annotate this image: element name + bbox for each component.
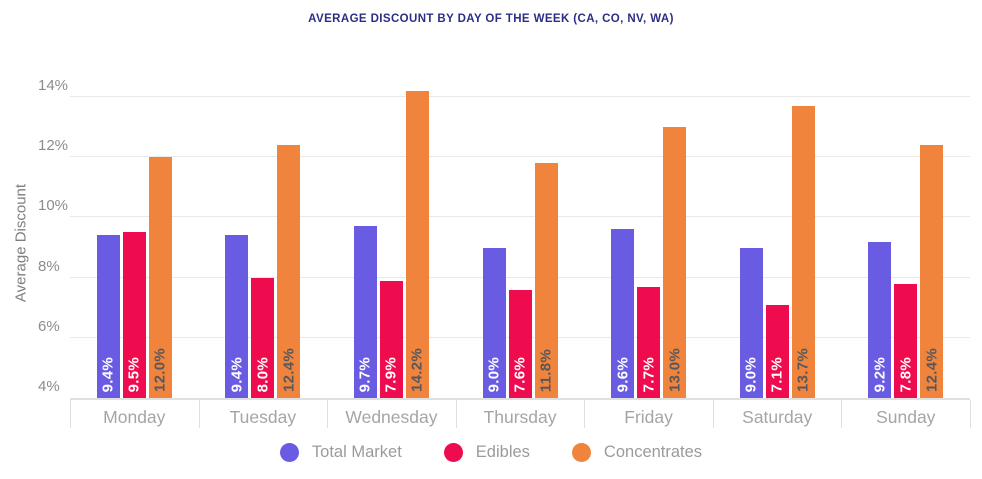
- bar-total-market-thursday: 9.0%: [482, 247, 506, 398]
- bar-concentrates-tuesday: 12.4%: [277, 145, 301, 398]
- bar-value-label: 8.0%: [254, 356, 272, 392]
- chart-title: AVERAGE DISCOUNT BY DAY OF THE WEEK (CA,…: [308, 13, 674, 25]
- legend-swatch-edibles-icon: [443, 443, 463, 462]
- legend-label-concentrates: Concentrates: [603, 443, 703, 461]
- y-tick-label: 8%: [38, 257, 60, 275]
- legend-label-edibles: Edibles: [475, 443, 530, 461]
- gridline-12pct: [70, 156, 970, 158]
- y-tick-label: 6%: [38, 317, 60, 335]
- bar-value-label: 13.7%: [794, 347, 812, 392]
- bar-total-market-sunday: 9.2%: [868, 241, 892, 398]
- bar-edibles-monday: 9.5%: [122, 232, 146, 398]
- bar-value-label: 9.5%: [125, 356, 143, 392]
- x-tick-mark: [198, 400, 200, 428]
- x-label-tuesday: Tuesday: [229, 407, 297, 427]
- x-tick-mark: [970, 400, 971, 428]
- bar-value-label: 11.8%: [537, 348, 555, 392]
- x-tick-mark: [70, 400, 71, 428]
- plot-area: 9.4% 9.5% 12.0% 9.4% 8.0% 12.4% 9.7% 7.9% 14.2% 9…: [70, 88, 970, 400]
- bar-edibles-saturday: 7.1%: [765, 304, 789, 398]
- bar-total-market-wednesday: 9.7%: [353, 226, 377, 398]
- bar-edibles-wednesday: 7.9%: [379, 280, 403, 398]
- legend-swatch-total-market-icon: [279, 443, 299, 462]
- bar-value-label: 9.2%: [871, 356, 889, 392]
- y-tick-label: 4%: [38, 378, 60, 395]
- bar-total-market-friday: 9.6%: [611, 229, 635, 398]
- bar-concentrates-friday: 13.0%: [663, 127, 687, 398]
- bar-value-label: 7.8%: [897, 356, 915, 392]
- x-label-sunday: Sunday: [876, 407, 936, 427]
- legend-item-total-market: Total Market: [279, 443, 402, 462]
- bar-value-label: 9.6%: [614, 356, 632, 392]
- x-label-saturday: Saturday: [742, 407, 813, 427]
- bar-value-label: 9.0%: [485, 356, 503, 392]
- bar-total-market-saturday: 9.0%: [739, 247, 763, 398]
- bar-concentrates-sunday: 12.4%: [920, 145, 944, 398]
- x-tick-mark: [712, 400, 714, 428]
- legend-label-total-market: Total Market: [311, 443, 402, 461]
- bar-concentrates-thursday: 11.8%: [534, 163, 558, 398]
- bar-edibles-tuesday: 8.0%: [251, 277, 275, 398]
- legend: Total Market Edibles Concentrates: [0, 443, 982, 462]
- bar-concentrates-wednesday: 14.2%: [405, 91, 429, 398]
- x-tick-mark: [455, 400, 457, 428]
- gridline-8pct: [70, 276, 970, 278]
- x-axis-labels: Monday Tuesday Wednesday Thursday Friday Satu…: [70, 402, 970, 428]
- y-tick-label: 14%: [38, 77, 69, 95]
- legend-item-edibles: Edibles: [443, 443, 530, 462]
- y-axis-title: Average Discount: [12, 183, 30, 303]
- y-tick-label: 10%: [38, 197, 69, 215]
- bar-value-label: 9.4%: [99, 356, 117, 392]
- x-label-monday: Monday: [103, 407, 166, 427]
- bar-edibles-sunday: 7.8%: [894, 283, 918, 398]
- legend-swatch-concentrates-icon: [571, 443, 591, 462]
- bar-value-label: 12.0%: [151, 347, 169, 392]
- bar-value-label: 7.6%: [511, 356, 529, 392]
- x-tick-mark: [584, 400, 586, 428]
- bar-edibles-friday: 7.7%: [637, 286, 661, 398]
- y-tick-label: 12%: [38, 137, 69, 155]
- bar-value-label: 12.4%: [923, 347, 941, 392]
- bar-total-market-monday: 9.4%: [96, 235, 120, 398]
- x-tick-mark: [327, 400, 329, 428]
- bar-value-label: 9.7%: [356, 356, 374, 392]
- bar-value-label: 7.7%: [640, 356, 658, 392]
- gridline-14pct: [70, 96, 970, 98]
- bar-value-label: 9.0%: [742, 356, 760, 392]
- bar-value-label: 13.0%: [666, 347, 684, 392]
- bar-value-label: 12.4%: [280, 347, 298, 392]
- bar-total-market-tuesday: 9.4%: [225, 235, 249, 398]
- x-label-friday: Friday: [624, 407, 673, 427]
- bar-concentrates-monday: 12.0%: [148, 157, 172, 398]
- x-label-wednesday: Wednesday: [345, 407, 438, 427]
- bar-value-label: 9.4%: [228, 356, 246, 392]
- bar-value-label: 7.1%: [768, 356, 786, 392]
- legend-item-concentrates: Concentrates: [571, 443, 703, 462]
- gridline-10pct: [70, 216, 970, 218]
- bar-value-label: 14.2%: [408, 347, 426, 392]
- x-tick-mark: [841, 400, 843, 428]
- bar-edibles-thursday: 7.6%: [508, 289, 532, 398]
- bar-concentrates-saturday: 13.7%: [791, 106, 815, 398]
- x-label-thursday: Thursday: [483, 407, 557, 427]
- bar-value-label: 7.9%: [382, 356, 400, 392]
